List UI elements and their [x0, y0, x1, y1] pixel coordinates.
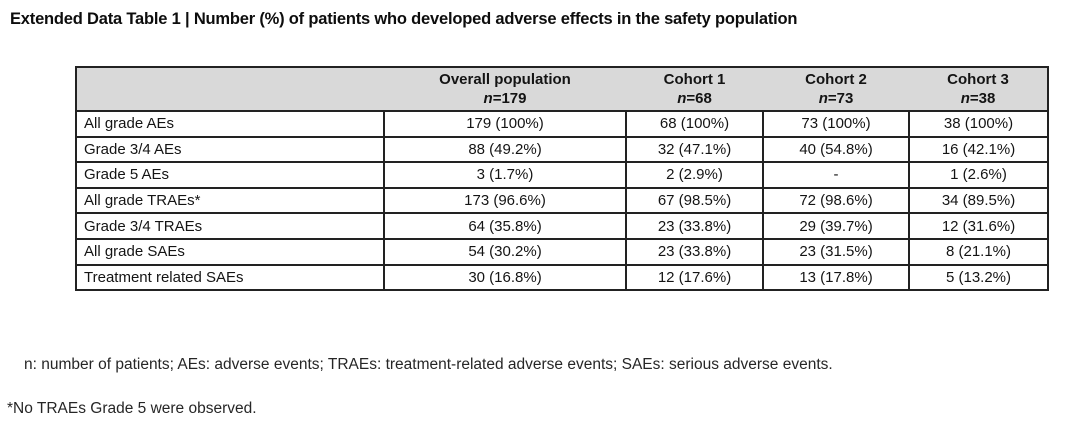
- row-label: Grade 5 AEs: [75, 161, 385, 189]
- table-cell: 5 (13.2%): [908, 263, 1049, 292]
- table-cell: 30 (16.8%): [383, 263, 627, 292]
- table-cell: 32 (47.1%): [625, 135, 764, 164]
- table-row: Grade 3/4 TRAEs 64 (35.8%) 23 (33.8%) 29…: [75, 212, 1049, 240]
- table-cell: 12 (31.6%): [908, 212, 1049, 240]
- table-body: All grade AEs 179 (100%) 68 (100%) 73 (1…: [75, 110, 1049, 292]
- table-row: All grade SAEs 54 (30.2%) 23 (33.8%) 23 …: [75, 237, 1049, 266]
- table-title: Extended Data Table 1 | Number (%) of pa…: [10, 10, 798, 28]
- column-label: Cohort 1: [663, 71, 726, 88]
- table-cell: 13 (17.8%): [762, 263, 910, 292]
- table-cell: 73 (100%): [762, 110, 910, 138]
- n-symbol: n: [677, 90, 687, 107]
- table-cell: 23 (33.8%): [625, 237, 764, 266]
- table-cell: 1 (2.6%): [908, 161, 1049, 189]
- n-value: =68: [686, 90, 712, 107]
- table-cell: 72 (98.6%): [762, 186, 910, 215]
- corner-header-cell: [75, 66, 384, 112]
- row-label: All grade AEs: [75, 110, 385, 138]
- row-label: All grade SAEs: [75, 237, 385, 266]
- table-cell: 29 (39.7%): [762, 212, 910, 240]
- column-header-cohort-3: Cohort 3 n=38: [909, 66, 1049, 112]
- table-cell: 23 (31.5%): [762, 237, 910, 266]
- table-cell: 16 (42.1%): [908, 135, 1049, 164]
- column-label: Cohort 2: [805, 71, 867, 88]
- table-cell: 40 (54.8%): [762, 135, 910, 164]
- row-label: Grade 3/4 TRAEs: [75, 212, 385, 240]
- table-cell: 68 (100%): [625, 110, 764, 138]
- footnote-asterisk: *No TRAEs Grade 5 were observed.: [7, 400, 257, 417]
- table-header: Overall population n=179 Cohort 1 n=68 C…: [75, 66, 1049, 112]
- table-cell: 173 (96.6%): [383, 186, 627, 215]
- table-cell: 2 (2.9%): [625, 161, 764, 189]
- table-row: Grade 5 AEs 3 (1.7%) 2 (2.9%) - 1 (2.6%): [75, 161, 1049, 189]
- header-row: Overall population n=179 Cohort 1 n=68 C…: [75, 66, 1049, 112]
- n-value: =73: [827, 90, 854, 107]
- n-symbol: n: [483, 90, 493, 107]
- table-cell: 8 (21.1%): [908, 237, 1049, 266]
- column-header-cohort-2: Cohort 2 n=73: [763, 66, 909, 112]
- n-symbol: n: [960, 90, 970, 107]
- table-row: All grade AEs 179 (100%) 68 (100%) 73 (1…: [75, 110, 1049, 138]
- table-cell: 34 (89.5%): [908, 186, 1049, 215]
- adverse-effects-table: Overall population n=179 Cohort 1 n=68 C…: [75, 66, 1049, 292]
- table-cell: 23 (33.8%): [625, 212, 764, 240]
- table-cell: 12 (17.6%): [625, 263, 764, 292]
- n-symbol: n: [818, 90, 828, 107]
- table-cell: 88 (49.2%): [383, 135, 627, 164]
- table-cell: 38 (100%): [908, 110, 1049, 138]
- column-header-cohort-1: Cohort 1 n=68: [626, 66, 763, 112]
- table-cell: 3 (1.7%): [383, 161, 627, 189]
- table-cell: 67 (98.5%): [625, 186, 764, 215]
- footnote-abbreviations: n: number of patients; AEs: adverse even…: [24, 356, 833, 373]
- column-label: Overall population: [439, 71, 571, 88]
- n-value: =179: [492, 90, 527, 107]
- column-label: Cohort 3: [947, 71, 1009, 88]
- table-row: Grade 3/4 AEs 88 (49.2%) 32 (47.1%) 40 (…: [75, 135, 1049, 164]
- n-value: =38: [969, 90, 996, 107]
- table-cell: 179 (100%): [383, 110, 627, 138]
- table-row: Treatment related SAEs 30 (16.8%) 12 (17…: [75, 263, 1049, 292]
- table-row: All grade TRAEs* 173 (96.6%) 67 (98.5%) …: [75, 186, 1049, 215]
- row-label: Treatment related SAEs: [75, 263, 385, 292]
- table-cell: 64 (35.8%): [383, 212, 627, 240]
- row-label: All grade TRAEs*: [75, 186, 385, 215]
- column-header-overall-population: Overall population n=179: [384, 66, 626, 112]
- table-cell: -: [762, 161, 910, 189]
- row-label: Grade 3/4 AEs: [75, 135, 385, 164]
- table-cell: 54 (30.2%): [383, 237, 627, 266]
